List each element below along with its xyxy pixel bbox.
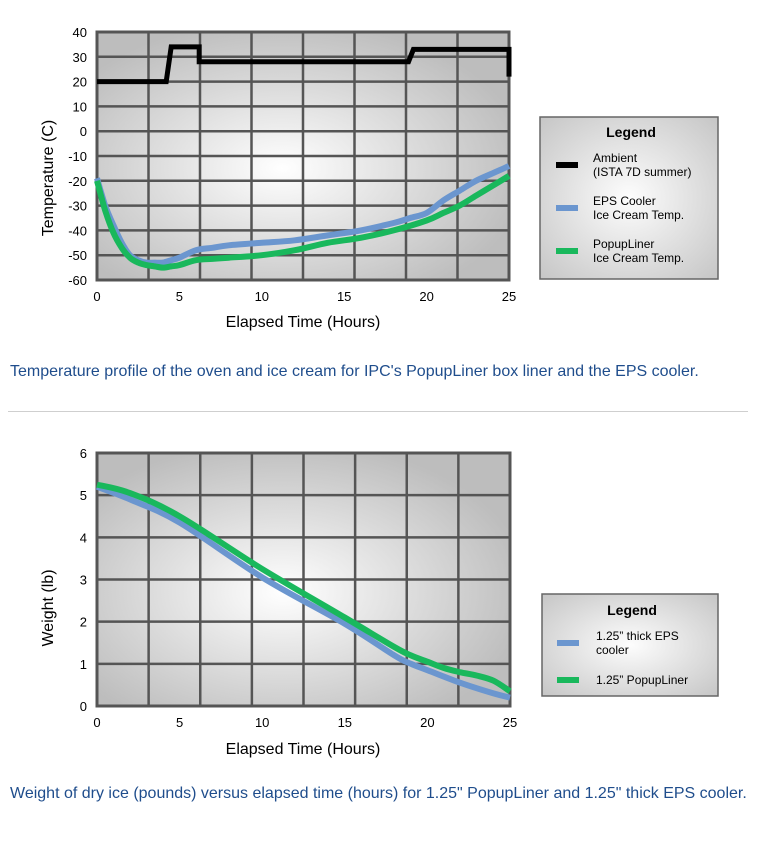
legend-label: 1.25” PopupLiner: [596, 673, 688, 687]
series-line: [97, 44, 512, 85]
y-tick-label: 2: [80, 615, 87, 630]
y-tick-label: -60: [68, 273, 87, 288]
series-line: [96, 481, 512, 694]
y-tick-label: 4: [80, 530, 87, 545]
x-tick-label: 15: [337, 289, 351, 304]
y-tick-label: 0: [80, 699, 87, 714]
x-tick-label: 10: [255, 715, 269, 730]
x-tick-label: 5: [176, 289, 183, 304]
y-tick-label: 1: [80, 657, 87, 672]
y-tick-label: 0: [80, 124, 87, 139]
legend-label: PopupLiner: [593, 237, 654, 251]
x-tick-label: 20: [419, 289, 433, 304]
temperature-legend: Legend Ambient(ISTA 7D summer) EPS Cooler…: [539, 116, 719, 280]
weight-xlabel: Elapsed Time (Hours): [226, 741, 381, 758]
temperature-caption: Temperature profile of the oven and ice …: [10, 363, 699, 380]
y-tick-label: 5: [80, 488, 87, 503]
y-tick-label: 3: [80, 573, 87, 588]
y-tick-label: 10: [73, 99, 87, 114]
y-tick-label: -20: [68, 174, 87, 189]
section-divider: [8, 411, 748, 412]
legend-title: Legend: [607, 602, 657, 618]
y-tick-label: -40: [68, 223, 87, 238]
legend-label: 1.25” thick EPS: [596, 629, 679, 643]
y-tick-label: -10: [68, 149, 87, 164]
plot-border: [95, 451, 512, 708]
x-tick-label: 0: [93, 289, 100, 304]
legend-label: (ISTA 7D summer): [593, 165, 691, 179]
legend-label: cooler: [596, 643, 629, 657]
legend-label: Ice Cream Temp.: [593, 208, 684, 222]
y-tick-label: -50: [68, 248, 87, 263]
x-tick-label: 20: [420, 715, 434, 730]
y-tick-label: 6: [80, 446, 87, 461]
legend-label: Ice Cream Temp.: [593, 251, 684, 265]
temperature-plot-area: 40 30 20 10 0 -10 -20 -30 -40 -50 -60 0 5 10 15 20 25: [68, 25, 516, 304]
x-tick-label: 0: [93, 715, 100, 730]
legend-label: Ambient: [593, 151, 638, 165]
x-tick-label: 25: [502, 289, 516, 304]
x-tick-label: 15: [338, 715, 352, 730]
weight-caption: Weight of dry ice (pounds) versus elapse…: [10, 785, 747, 802]
legend-title: Legend: [606, 124, 656, 140]
weight-ylabel: Weight (lb): [40, 569, 57, 646]
x-tick-label: 10: [255, 289, 269, 304]
temperature-xlabel: Elapsed Time (Hours): [226, 314, 381, 331]
y-tick-label: 30: [73, 50, 87, 65]
y-tick-label: 40: [73, 25, 87, 40]
x-tick-label: 5: [176, 715, 183, 730]
series-line: [94, 173, 511, 271]
y-tick-label: -30: [68, 199, 87, 214]
plot-border: [95, 30, 511, 282]
series-line: [95, 483, 511, 701]
temperature-chart: 40 30 20 10 0 -10 -20 -30 -40 -50 -60 0 5 10 15 20 25 Te…: [40, 25, 719, 331]
temperature-ylabel: Temperature (C): [40, 120, 57, 236]
y-tick-label: 20: [73, 75, 87, 90]
legend-label: EPS Cooler: [593, 194, 656, 208]
x-tick-label: 25: [503, 715, 517, 730]
